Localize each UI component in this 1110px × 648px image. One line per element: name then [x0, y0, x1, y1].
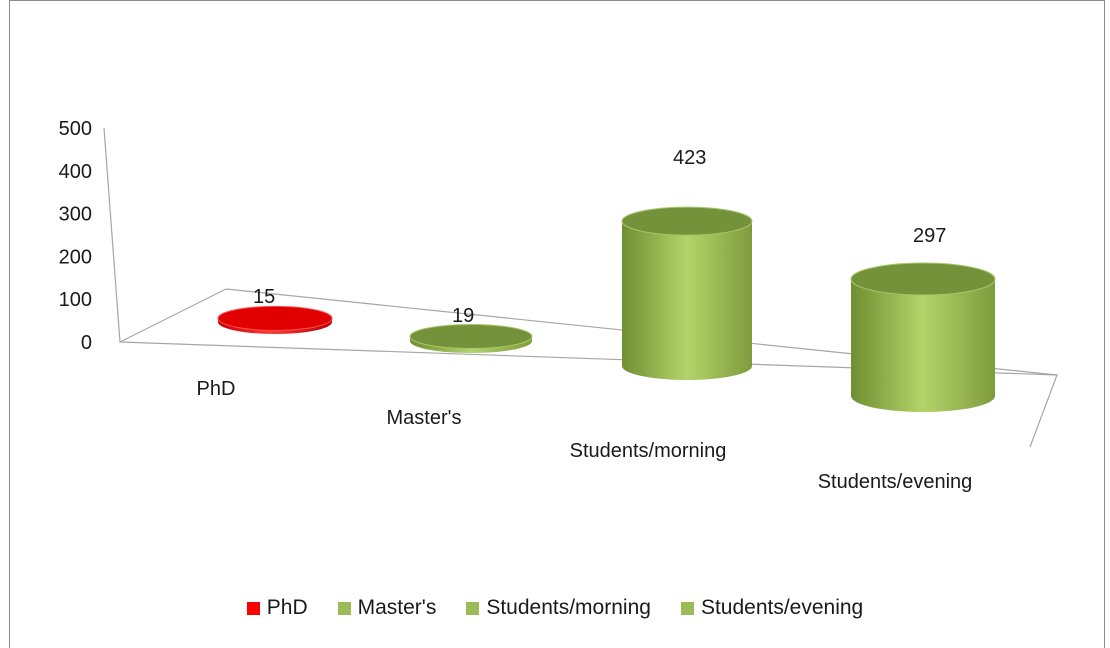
bar-2 — [621, 206, 753, 380]
category-label: Master's — [387, 407, 462, 429]
floor-back-edge — [103, 127, 1058, 448]
category-label: Students/evening — [818, 471, 973, 493]
bar-0 — [217, 305, 333, 334]
bar-top — [850, 262, 996, 296]
x-axis-categories: PhD Master's Students/morning Students/even… — [197, 378, 973, 493]
bar-top — [217, 305, 333, 331]
chart-bars — [217, 206, 996, 412]
floor-side-edge — [119, 288, 227, 343]
bar-top — [621, 206, 753, 236]
legend-swatch — [680, 601, 694, 615]
y-axis-ticks: 0 100 200 300 400 500 — [59, 118, 92, 354]
legend-swatch — [246, 601, 260, 615]
legend-item-masters: Master's — [337, 596, 437, 620]
y-tick-label: 0 — [81, 332, 92, 354]
legend-label: Students/morning — [486, 596, 651, 619]
legend-item-students-morning: Students/morning — [466, 596, 651, 620]
legend-label: Master's — [357, 596, 437, 619]
legend-swatch — [466, 601, 480, 615]
legend-item-students-evening: Students/evening — [680, 596, 864, 620]
bar-top — [409, 323, 533, 349]
bar-body — [851, 279, 995, 412]
bar-1 — [409, 323, 533, 353]
legend-swatch — [337, 601, 351, 615]
category-label: Students/morning — [570, 440, 727, 462]
bar-body — [622, 221, 752, 380]
legend-label: Students/evening — [700, 596, 864, 619]
y-tick-label: 200 — [59, 246, 92, 268]
category-label: PhD — [197, 378, 236, 400]
data-label: 19 — [452, 305, 474, 327]
data-label: 423 — [673, 147, 706, 169]
bar-3 — [850, 262, 996, 412]
y-tick-label: 100 — [59, 289, 92, 311]
data-label: 15 — [253, 286, 275, 308]
legend-item-phd: PhD — [246, 596, 308, 620]
y-tick-label: 500 — [59, 118, 92, 140]
data-label: 297 — [913, 225, 946, 247]
y-tick-label: 400 — [59, 161, 92, 183]
legend-label: PhD — [266, 596, 308, 619]
chart-legend: PhD Master's Students/morning Students/e… — [0, 596, 1110, 620]
data-labels: 15 19 423 297 — [253, 147, 946, 327]
y-tick-label: 300 — [59, 204, 92, 226]
